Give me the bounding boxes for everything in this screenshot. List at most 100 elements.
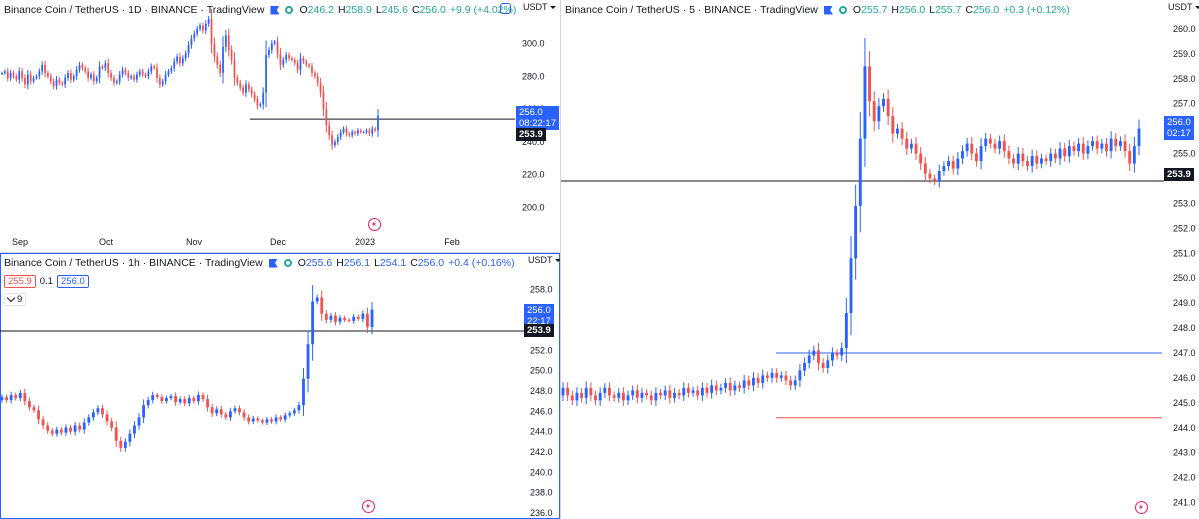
y-tick-label: 242.0	[530, 447, 553, 457]
lightning-icon[interactable]	[362, 500, 375, 513]
symbol-title[interactable]: Binance Coin / TetherUS · 1h · BINANCE ·…	[4, 257, 263, 269]
candle	[14, 392, 18, 401]
settings-square-icon[interactable]	[500, 3, 511, 14]
candle	[1081, 137, 1085, 161]
candle	[101, 64, 104, 70]
y-tick-label: 260.0	[1173, 24, 1196, 34]
candle	[305, 59, 308, 68]
candle	[691, 386, 695, 397]
currency-selector[interactable]: USDT	[523, 2, 556, 12]
candle	[274, 414, 278, 425]
candle	[351, 129, 354, 138]
chart-pane-1d[interactable]: 200.0220.0240.0260.0280.0300.0SepOctNovD…	[0, 0, 560, 252]
candle	[101, 404, 104, 418]
candle	[283, 412, 287, 423]
candle	[270, 39, 273, 54]
lightning-icon[interactable]	[368, 218, 381, 231]
candle	[164, 71, 167, 85]
ask-price[interactable]: 256.0	[57, 275, 89, 288]
candle	[136, 71, 138, 83]
candle	[374, 126, 377, 133]
candle	[37, 405, 40, 425]
candle	[984, 133, 988, 152]
market-status-icon[interactable]	[838, 6, 847, 14]
y-tick-label: 238.0	[530, 488, 553, 498]
close-value: 256.0	[419, 4, 446, 16]
market-status-icon[interactable]	[283, 259, 292, 267]
candle	[733, 380, 737, 396]
flag-icon[interactable]	[270, 6, 279, 15]
candle	[29, 71, 32, 85]
y-tick-label: 257.0	[1173, 99, 1196, 109]
candle	[3, 69, 6, 75]
indicators-toggle[interactable]: 9	[4, 293, 27, 306]
pane-divider-vertical[interactable]	[560, 0, 561, 519]
candle	[1091, 136, 1094, 151]
market-status-icon[interactable]	[285, 6, 294, 14]
candle	[12, 70, 15, 79]
candle	[279, 48, 282, 71]
candle	[1100, 138, 1104, 154]
bid-price[interactable]: 255.9	[4, 275, 36, 288]
candle	[1114, 133, 1118, 152]
candle	[59, 427, 63, 436]
candle	[956, 152, 960, 176]
candle	[324, 310, 328, 324]
candle	[1118, 136, 1122, 151]
y-tick-label: 252.0	[530, 345, 553, 355]
candle	[849, 236, 853, 336]
candle	[130, 74, 133, 80]
candle	[156, 63, 158, 83]
candle	[807, 349, 811, 369]
candle	[329, 312, 333, 323]
candle	[90, 72, 92, 81]
candle	[259, 102, 262, 108]
spread-value: 0.1	[39, 276, 53, 287]
candle	[160, 394, 164, 405]
candle	[72, 73, 75, 83]
candlestick-chart-1h[interactable]: 236.0 238.0 240.0 242.0 244.0 246.0 248.0 250.0…	[0, 253, 560, 519]
close-value: 256.0	[972, 4, 1000, 16]
candlestick-chart-5m[interactable]: 241.0 242.0 243.0 244.0 245.0 246.0 247.0 248.0…	[561, 0, 1199, 519]
y-tick-label: 251.0	[1173, 248, 1196, 258]
y-tick-label: 236.0	[530, 508, 553, 518]
chart-pane-5m[interactable]: 241.0 242.0 243.0 244.0 245.0 246.0 247.0 248.0…	[561, 0, 1199, 519]
lightning-icon[interactable]	[1135, 501, 1148, 514]
candle	[47, 70, 49, 79]
candle	[127, 69, 130, 81]
flag-icon[interactable]	[269, 259, 278, 268]
candle	[584, 381, 588, 405]
candle	[803, 357, 806, 377]
candle	[654, 387, 658, 406]
candle	[118, 71, 121, 85]
candle	[659, 388, 662, 400]
pane-divider-horizontal[interactable]	[0, 252, 560, 253]
chart-pane-1h[interactable]: 236.0 238.0 240.0 242.0 244.0 246.0 248.0 250.0…	[0, 253, 560, 519]
chart-legend: Binance Coin / TetherUS · 1h · BINANCE ·…	[4, 256, 515, 270]
y-tick-label: 250.0	[1173, 273, 1196, 283]
symbol-title[interactable]: Binance Coin / TetherUS · 5 · BINANCE · …	[565, 4, 818, 16]
candle	[784, 370, 788, 386]
candle	[854, 184, 858, 280]
candle	[228, 407, 232, 422]
symbol-title[interactable]: Binance Coin / TetherUS · 1D · BINANCE ·…	[4, 4, 265, 16]
candle	[299, 52, 302, 76]
candle	[998, 135, 1002, 155]
candle	[361, 310, 365, 323]
candle	[710, 379, 714, 399]
candle	[891, 107, 895, 143]
flag-icon[interactable]	[824, 6, 833, 15]
candlestick-chart-1d[interactable]: 200.0220.0240.0260.0280.0300.0SepOctNovD…	[0, 0, 560, 252]
x-tick-label: 2023	[355, 237, 375, 247]
candle	[192, 395, 196, 404]
candle	[1072, 141, 1076, 156]
candle	[621, 387, 625, 406]
currency-selector[interactable]: USDT	[528, 255, 560, 265]
candle	[18, 389, 22, 402]
candle	[1105, 137, 1108, 157]
currency-selector[interactable]: USDT	[1168, 2, 1199, 12]
candle	[288, 411, 292, 418]
candle	[123, 438, 127, 452]
candle	[700, 382, 704, 401]
candle	[296, 59, 299, 74]
